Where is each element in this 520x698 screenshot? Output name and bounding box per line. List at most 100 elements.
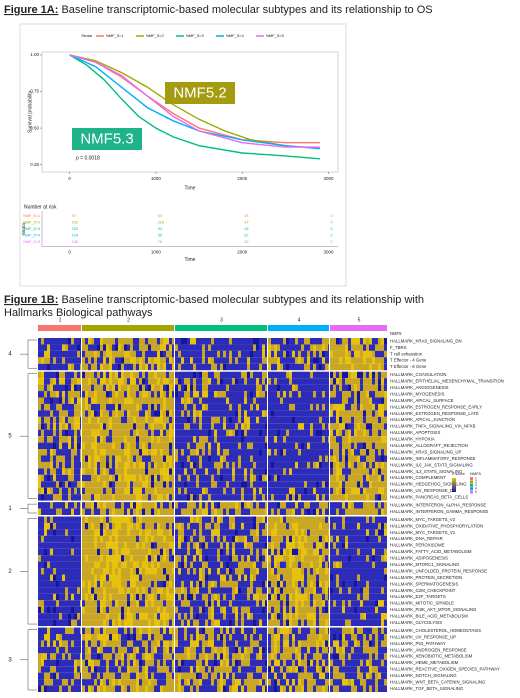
heatmap-cell [139,410,142,417]
heatmap-cell [136,461,139,469]
heatmap-cell [316,561,319,569]
heatmap-cell [181,461,184,469]
heatmap-cell [304,391,307,398]
heatmap-cell [265,350,267,358]
heatmap-cell [253,391,256,398]
heatmap-cell [106,403,109,411]
heatmap-cell [223,397,226,404]
heatmap-cell [53,410,56,417]
heatmap-cell [363,350,366,358]
heatmap-cell [322,502,325,509]
heatmap-cell [211,522,214,530]
heatmap-cell [280,410,283,417]
heatmap-cell [298,481,301,488]
heatmap-cell [202,600,205,607]
heatmap-cell [142,461,145,469]
heatmap-cell [241,416,244,424]
heatmap-cell [223,574,226,581]
heatmap-cell [151,568,154,575]
heatmap-cell [62,561,65,569]
heatmap-cell [184,371,187,379]
heatmap-cell [136,516,139,523]
heatmap-cell [65,502,68,509]
heatmap-cell [139,555,142,562]
heatmap-cell [316,600,319,607]
heatmap-cell [286,403,289,411]
heatmap-cell [384,548,387,556]
heatmap-cell [68,371,71,379]
heatmap-cell [80,481,81,488]
heatmap-cell [71,508,74,515]
heatmap-cell [298,357,301,364]
heatmap-cell [375,344,378,351]
heatmap-cell [142,391,145,398]
heatmap-cell [223,542,226,549]
heatmap-cell [142,516,145,523]
heatmap-cell [124,344,127,351]
heatmap-cell [226,580,229,588]
heatmap-cell [38,455,41,462]
heatmap-cell [241,502,244,509]
heatmap-cell [372,363,375,371]
heatmap-cell [283,522,286,530]
heatmap-cell [220,403,223,411]
heatmap-cell [232,442,235,450]
heatmap-cell [339,357,342,364]
heatmap-cell [372,529,375,536]
heatmap-cell [133,580,136,588]
heatmap-cell [121,494,124,501]
heatmap-cell [363,449,366,456]
heatmap-cell [211,561,214,569]
heatmap-cell [298,449,301,456]
heatmap-cell [148,410,151,417]
heatmap-cell [80,384,81,392]
heatmap-cell [187,481,190,488]
heatmap-cell [283,481,286,488]
heatmap-cell [172,436,174,443]
heatmap-cell [175,568,178,575]
heatmap-cell [217,481,220,488]
heatmap-cell [319,397,322,404]
heatmap-cell [235,442,238,450]
heatmap-cell [157,580,160,588]
heatmap-cell [301,580,304,588]
heatmap-cell [360,384,363,392]
heatmap-cell [80,391,81,398]
heatmap-cell [375,397,378,404]
heatmap-cell [136,580,139,588]
heatmap-cell [313,436,316,443]
heatmap-cell [56,508,59,515]
heatmap-cell [295,429,298,437]
heatmap-cell [154,535,157,543]
heatmap-cell [342,442,345,450]
heatmap-cell [381,574,384,581]
heatmap-cell [283,410,286,417]
heatmap-cell [118,461,121,469]
heatmap-cell [348,436,351,443]
heatmap-cell [274,455,277,462]
heatmap-cell [354,522,357,530]
heatmap-cell [325,391,328,398]
heatmap-cell [339,371,342,379]
heatmap-cell [50,555,53,562]
heatmap-cell [130,436,133,443]
heatmap-cell [196,555,199,562]
heatmap-cell [268,542,271,549]
heatmap-cell [133,535,136,543]
heatmap-cell [178,580,181,588]
heatmap-cell [301,461,304,469]
heatmap-cell [375,502,378,509]
heatmap-cell [348,548,351,556]
heatmap-cell [250,522,253,530]
heatmap-cell [298,548,301,556]
heatmap-cell [56,442,59,450]
heatmap-cell [91,568,94,575]
risk-row-name: NMF_5=5 [23,240,40,244]
risk-row-name: NMF_5=3 [23,227,40,231]
heatmap-cell [44,397,47,404]
heatmap-cell [160,548,163,556]
heatmap-cell [363,561,366,569]
heatmap-cell [38,403,41,411]
heatmap-cell [351,508,354,515]
heatmap-cell [109,455,112,462]
